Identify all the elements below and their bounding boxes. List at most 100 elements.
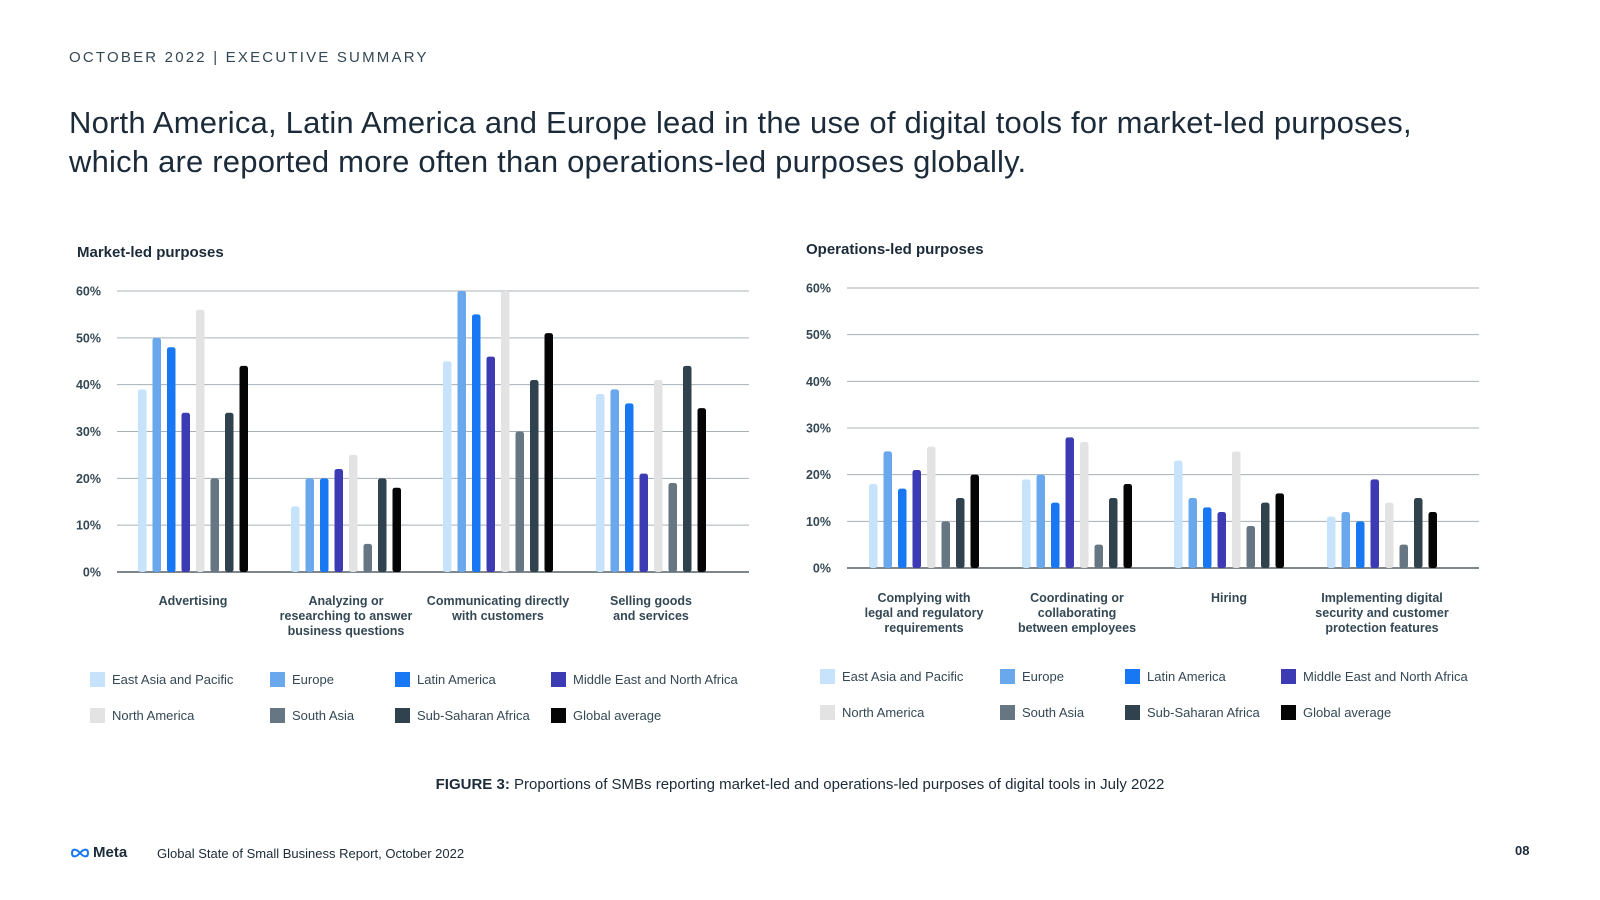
- bar: [225, 412, 234, 572]
- bar: [501, 291, 510, 572]
- bar: [1080, 442, 1089, 568]
- legend-swatch: [1281, 669, 1296, 684]
- chart-title: Operations-led purposes: [806, 241, 984, 258]
- legend-label: Latin America: [417, 672, 497, 687]
- bar: [883, 451, 892, 568]
- meta-logo: Meta: [70, 844, 127, 861]
- bar: [239, 365, 248, 572]
- legend-label: Middle East and North Africa: [1303, 669, 1469, 684]
- y-tick-label: 60%: [76, 285, 101, 299]
- y-tick-label: 10%: [806, 515, 831, 529]
- bar: [1094, 544, 1103, 568]
- page-number: 08: [1515, 843, 1530, 858]
- x-category-label: Hiring: [1211, 591, 1247, 605]
- legend-label: Europe: [1022, 669, 1064, 684]
- y-tick-label: 60%: [806, 282, 831, 296]
- bar: [530, 379, 539, 572]
- bar: [869, 484, 878, 568]
- y-tick-label: 50%: [806, 328, 831, 342]
- x-category-label: Coordinating or collaborating between empl…: [1018, 591, 1136, 635]
- bar: [167, 347, 176, 572]
- legend-swatch: [90, 672, 105, 687]
- bar: [596, 394, 605, 572]
- bar: [1399, 544, 1408, 568]
- bar: [443, 361, 452, 572]
- legend-label: South Asia: [1022, 705, 1085, 720]
- bar: [1261, 502, 1270, 568]
- x-category-label: Communicating directly with customers: [427, 594, 569, 623]
- bar: [457, 291, 466, 572]
- legend-swatch: [1000, 669, 1015, 684]
- figure-caption: FIGURE 3: Proportions of SMBs reporting …: [0, 776, 1600, 793]
- legend-label: Europe: [292, 672, 334, 687]
- bar: [912, 470, 921, 568]
- x-category-label: Implementing digital security and custome…: [1315, 591, 1449, 635]
- legend-label: East Asia and Pacific: [112, 672, 234, 687]
- legend-label: South Asia: [292, 708, 355, 723]
- bar: [1123, 484, 1132, 568]
- legend-label: East Asia and Pacific: [842, 669, 964, 684]
- bar: [305, 478, 314, 572]
- bar: [334, 468, 343, 572]
- y-tick-label: 30%: [806, 422, 831, 436]
- bar: [956, 498, 965, 568]
- legend-swatch: [1000, 705, 1015, 720]
- y-tick-label: 0%: [813, 562, 831, 576]
- figure-caption-text: Proportions of SMBs reporting market-led…: [514, 776, 1165, 793]
- bar: [1370, 479, 1379, 568]
- legend-swatch: [1125, 669, 1140, 684]
- bar: [941, 521, 950, 568]
- y-tick-label: 40%: [806, 375, 831, 389]
- bar: [898, 488, 907, 568]
- legend-label: Latin America: [1147, 669, 1227, 684]
- bar: [196, 309, 205, 572]
- bar: [152, 337, 161, 572]
- bar: [1036, 474, 1045, 568]
- bar: [363, 543, 372, 572]
- chart-title: Market-led purposes: [77, 244, 224, 261]
- bar: [1065, 437, 1074, 568]
- y-tick-label: 0%: [83, 566, 101, 580]
- bar: [1428, 512, 1437, 568]
- y-tick-label: 50%: [76, 331, 101, 345]
- bar: [683, 365, 692, 572]
- bar: [210, 478, 219, 572]
- bar: [697, 408, 706, 572]
- bar: [1203, 507, 1212, 568]
- legend-swatch: [1125, 705, 1140, 720]
- legend-swatch: [1281, 705, 1296, 720]
- bar: [181, 412, 190, 572]
- legend-label: North America: [112, 708, 195, 723]
- legend-label: North America: [842, 705, 925, 720]
- bar: [1246, 526, 1255, 568]
- page-title: North America, Latin America and Europe …: [69, 105, 1412, 179]
- legend-swatch: [90, 708, 105, 723]
- bar: [349, 454, 358, 572]
- legend-label: Global average: [1303, 705, 1391, 720]
- bar: [654, 379, 663, 572]
- report-title: Global State of Small Business Report, O…: [157, 846, 465, 861]
- x-category-label: Complying with legal and regulatory requir…: [865, 591, 984, 635]
- bar: [1327, 516, 1336, 568]
- legend-swatch: [820, 669, 835, 684]
- legend-label: Sub-Saharan Africa: [1147, 705, 1261, 720]
- legend-swatch: [270, 708, 285, 723]
- y-tick-label: 10%: [76, 519, 101, 533]
- bar: [472, 314, 481, 572]
- legend-label: Global average: [573, 708, 661, 723]
- bar: [378, 478, 387, 572]
- bar: [1275, 493, 1284, 568]
- bar: [1414, 498, 1423, 568]
- legend-swatch: [551, 672, 566, 687]
- y-tick-label: 30%: [76, 425, 101, 439]
- bar: [1022, 479, 1031, 568]
- x-category-label: Selling goods and services: [610, 594, 692, 623]
- bar: [1385, 502, 1394, 568]
- meta-infinity-icon: [70, 848, 90, 857]
- bar: [610, 389, 619, 572]
- legend-swatch: [395, 672, 410, 687]
- meta-logo-text: Meta: [93, 844, 128, 861]
- bar: [1356, 521, 1365, 568]
- x-category-label: Analyzing or researching to answer busines…: [280, 594, 413, 638]
